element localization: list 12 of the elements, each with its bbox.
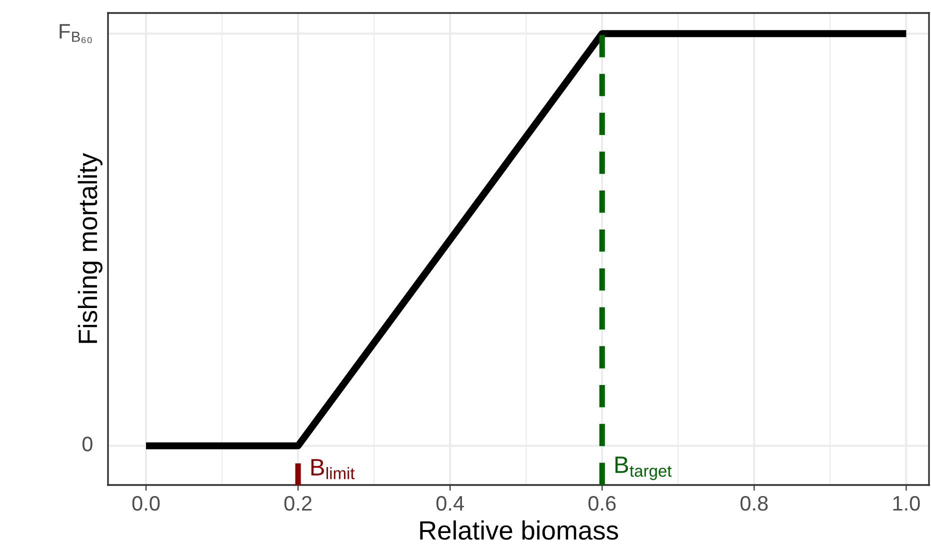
ref-line-label: B$_{limit}$ — [311, 459, 355, 480]
x-tick-label: 0.4 — [436, 496, 464, 511]
x-tick-label: 0.0 — [132, 496, 160, 511]
x-tick-label: 0.2 — [284, 496, 312, 511]
y-axis-title: Fishing mortality — [78, 152, 102, 343]
x-axis-title: Relative biomass — [420, 520, 618, 540]
x-tick-label: 1.0 — [893, 496, 920, 511]
text: F$_{B₆₀}$ — [60, 24, 92, 44]
x-tick-label: 0.8 — [740, 496, 768, 511]
ref-line-label: B$_{target}$ — [615, 456, 672, 480]
x-tick-label: 0.6 — [588, 496, 616, 511]
text: 0 — [82, 436, 92, 452]
